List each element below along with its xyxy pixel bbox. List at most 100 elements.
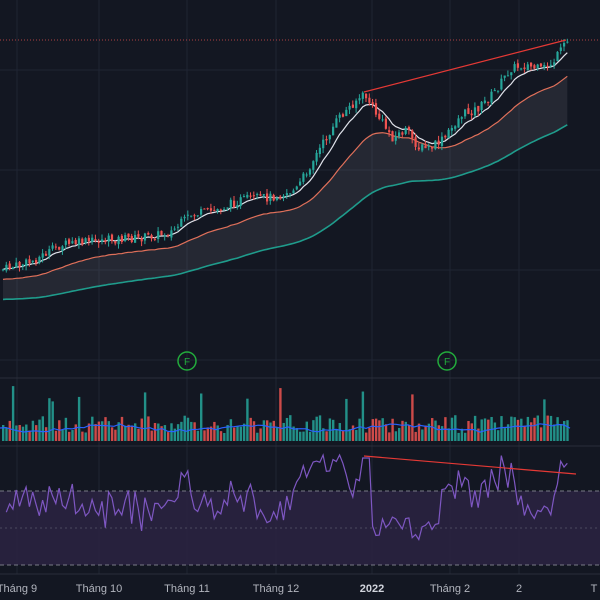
candle [8,263,11,270]
volume-bar [223,432,226,441]
candle [153,238,156,240]
candle [559,47,562,52]
volume-bar [302,431,305,441]
volume-bar [536,415,539,441]
volume-bar [454,415,457,441]
candle [18,261,21,267]
volume-bar [520,418,523,441]
candle [196,215,199,217]
candle [523,67,526,69]
volume-bar [464,432,467,441]
volume-bar [384,424,388,441]
candle [487,101,490,103]
volume-bar [530,422,533,441]
volume-bar [61,429,64,441]
volume-bar [533,417,536,441]
candle [143,233,147,241]
candle [249,195,252,197]
candle [269,193,272,201]
volume-bar [500,416,503,441]
candle [404,127,407,134]
candle [219,209,222,211]
dividend-marker[interactable]: F [437,351,457,371]
candle [173,228,176,230]
price-pane[interactable]: F F [0,38,600,371]
volume-bar [440,426,444,441]
dividend-marker-label: F [444,357,450,368]
volume-bar [345,398,348,441]
volume-bar [15,425,18,441]
x-axis-label: 2022 [360,583,384,595]
candle [5,264,8,271]
candle [31,260,34,263]
candle [285,193,288,196]
candle [490,91,493,103]
candle [506,75,510,77]
volume-bar [256,432,259,441]
candle [374,103,378,115]
candle [140,238,143,242]
candle [447,129,450,139]
candle [262,194,265,196]
candle [28,259,31,264]
candle [378,113,381,119]
candle [68,239,71,244]
volume-bar [266,420,269,441]
x-axis[interactable]: Tháng 9 Tháng 10 Tháng 11 Tháng 12 2022 … [0,583,598,595]
volume-bar [140,418,143,441]
candle [302,173,305,182]
volume-bar [101,421,104,441]
candle [312,161,315,170]
candle [252,195,255,197]
candle [299,181,302,186]
rsi-pane[interactable] [0,453,600,566]
candle [25,259,28,266]
candle [71,241,74,244]
volume-bar [355,429,358,441]
candle [51,245,54,249]
candle [167,235,170,237]
candle [440,136,444,146]
dividend-marker[interactable]: F [177,351,197,371]
candle [477,105,480,112]
candle [21,264,24,267]
candle [305,174,308,176]
candle [549,64,552,66]
x-axis-label: Tháng 12 [253,583,299,595]
volume-bar [21,426,25,441]
volume-bar [483,418,487,441]
candle [193,215,196,217]
candle [54,246,57,248]
dividend-marker-label: F [184,357,190,368]
candle [163,235,166,237]
candle [355,100,358,109]
ema-mid-line [2,75,568,280]
candle [394,136,397,141]
candle [341,114,345,117]
candle [480,101,483,111]
candle [77,238,81,246]
volume-bar [134,423,137,441]
volume-bar [107,421,110,441]
volume-bar [160,426,163,441]
volume-bar [246,398,249,441]
volume-bar [190,421,193,441]
volume-bar [279,388,282,441]
volume-bar [566,420,569,441]
candle [15,262,18,268]
candle [454,126,457,129]
candle [473,107,477,116]
volume-pane[interactable] [0,386,571,441]
candle [97,241,100,243]
candle [150,235,153,239]
candle [516,63,519,68]
volume-bar [173,428,176,441]
volume-bar [8,420,11,441]
candle [186,214,189,216]
volume-bar [54,430,58,441]
candle [206,208,209,210]
volume-bar [186,417,190,441]
candle [233,200,236,207]
candle [104,240,107,243]
